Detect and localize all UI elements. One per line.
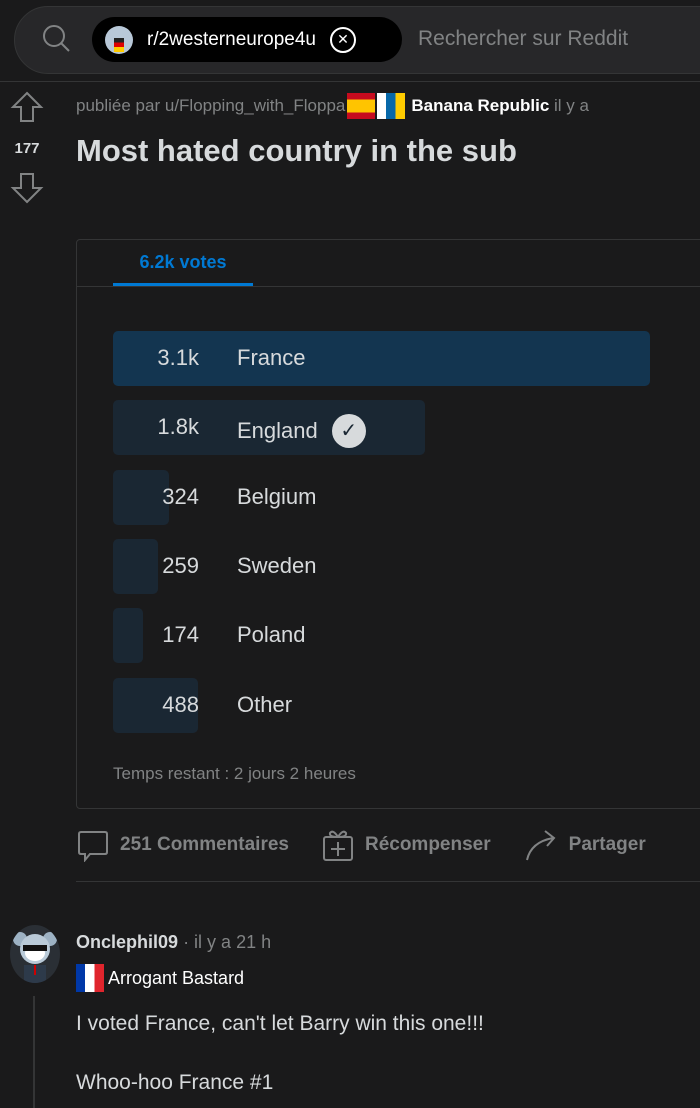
- comment-author[interactable]: Onclephil09: [76, 932, 179, 952]
- poll-option-label: Belgium: [237, 484, 316, 510]
- poll-result-bar: [113, 331, 650, 386]
- downvote-icon[interactable]: [10, 171, 44, 205]
- poll-option-text: Sweden: [237, 552, 317, 578]
- poll-option: 3.1k France: [113, 331, 653, 386]
- comment-flair-text: Arrogant Bastard: [108, 967, 245, 988]
- comment-icon: [78, 831, 108, 862]
- post-title[interactable]: Most hated country in the sub: [76, 133, 517, 168]
- divider: [76, 881, 700, 882]
- comments-label: 251 Commentaires: [120, 834, 289, 855]
- poll-option: 324 Belgium: [113, 469, 653, 525]
- search-input[interactable]: Rechercher sur Reddit: [418, 27, 629, 50]
- subreddit-icon: [105, 25, 133, 54]
- poll-option-label: Sweden: [237, 553, 317, 579]
- author-link[interactable]: u/Flopping_with_Floppa: [164, 96, 346, 115]
- france-flag-icon: [76, 964, 104, 992]
- poll-option-text: England: [237, 418, 318, 444]
- poll-option-count: 488: [162, 691, 199, 717]
- poll-option-label: Poland: [237, 622, 306, 648]
- poll-result-bar: [113, 677, 198, 733]
- share-button[interactable]: Partager: [523, 828, 646, 862]
- poll-option-text: Poland: [237, 622, 306, 648]
- gift-icon: [322, 830, 353, 861]
- canary-islands-flag-icon: [377, 93, 406, 119]
- poll-option-count: 3.1k: [157, 345, 199, 370]
- top-bar: r/2westerneurope4u ✕ Rechercher sur Redd…: [0, 0, 700, 82]
- search-icon: [43, 25, 70, 52]
- poll-option: 1.8k England ✓: [113, 400, 653, 456]
- clear-filter-icon[interactable]: ✕: [330, 26, 356, 53]
- time-remaining: Temps restant : 2 jours 2 heures: [113, 764, 356, 783]
- poll-option-label: England ✓: [237, 414, 366, 449]
- poll-option-count: 324: [162, 483, 199, 509]
- post-time: il y a: [554, 96, 589, 115]
- post-actions: 251 Commentaires Récompenser Partager: [76, 828, 678, 862]
- award-label: Récompenser: [364, 834, 491, 855]
- vote-column: 177: [0, 90, 54, 205]
- comment-time: · il y a 21 h: [183, 932, 272, 952]
- poll-option-label: Other: [237, 692, 292, 718]
- comment-body-line: Whoo-hoo France #1: [76, 1071, 274, 1094]
- upvote-icon[interactable]: [10, 90, 44, 124]
- comment-flair: Arrogant Bastard: [76, 964, 244, 992]
- poll-option-count: 259: [162, 552, 199, 578]
- author-flair: Banana Republic: [411, 96, 550, 115]
- poll-option-label: France: [237, 345, 305, 371]
- share-label: Partager: [568, 834, 646, 855]
- spain-flag-icon: [347, 93, 376, 119]
- poll-option: 259 Sweden: [113, 538, 653, 594]
- poll-option-count: 1.8k: [157, 414, 199, 440]
- comments-button[interactable]: 251 Commentaires: [76, 828, 289, 862]
- subreddit-name: r/2westerneurope4u: [147, 28, 316, 50]
- poll-option-count: 174: [162, 622, 199, 648]
- poll-result-bar: [113, 469, 170, 525]
- poll-option-text: France: [237, 345, 306, 370]
- subreddit-filter-chip[interactable]: r/2westerneurope4u ✕: [92, 17, 402, 62]
- poll-result-bar: [113, 538, 158, 594]
- poll-option: 174 Poland: [113, 608, 653, 664]
- share-icon: [525, 830, 556, 861]
- award-button[interactable]: Récompenser: [321, 828, 491, 862]
- poll-option: 488 Other: [113, 677, 653, 733]
- commenter-avatar[interactable]: [10, 925, 60, 983]
- post-meta: publiée par u/Flopping_with_Floppa Banan…: [76, 93, 589, 119]
- tab-votes[interactable]: 6.2k votes: [113, 252, 253, 286]
- poll: 6.2k votes 3.1k France 1.8k England ✓ 324…: [76, 239, 700, 809]
- post-score: 177: [14, 140, 40, 157]
- thread-line[interactable]: [33, 996, 35, 1108]
- comment-meta: Onclephil09 · il y a 21 h: [76, 932, 271, 953]
- posted-by-label: publiée par: [76, 96, 161, 115]
- tab-divider: [77, 286, 700, 287]
- poll-option-text: Belgium: [237, 483, 317, 509]
- poll-option-text: Other: [237, 691, 293, 717]
- comment-body-line: I voted France, can't let Barry win this…: [76, 1012, 484, 1035]
- voted-check-icon: ✓: [331, 414, 366, 449]
- poll-result-bar: [113, 608, 144, 664]
- poll-result-bar: [113, 400, 425, 456]
- panda-avatar-icon: [13, 932, 57, 983]
